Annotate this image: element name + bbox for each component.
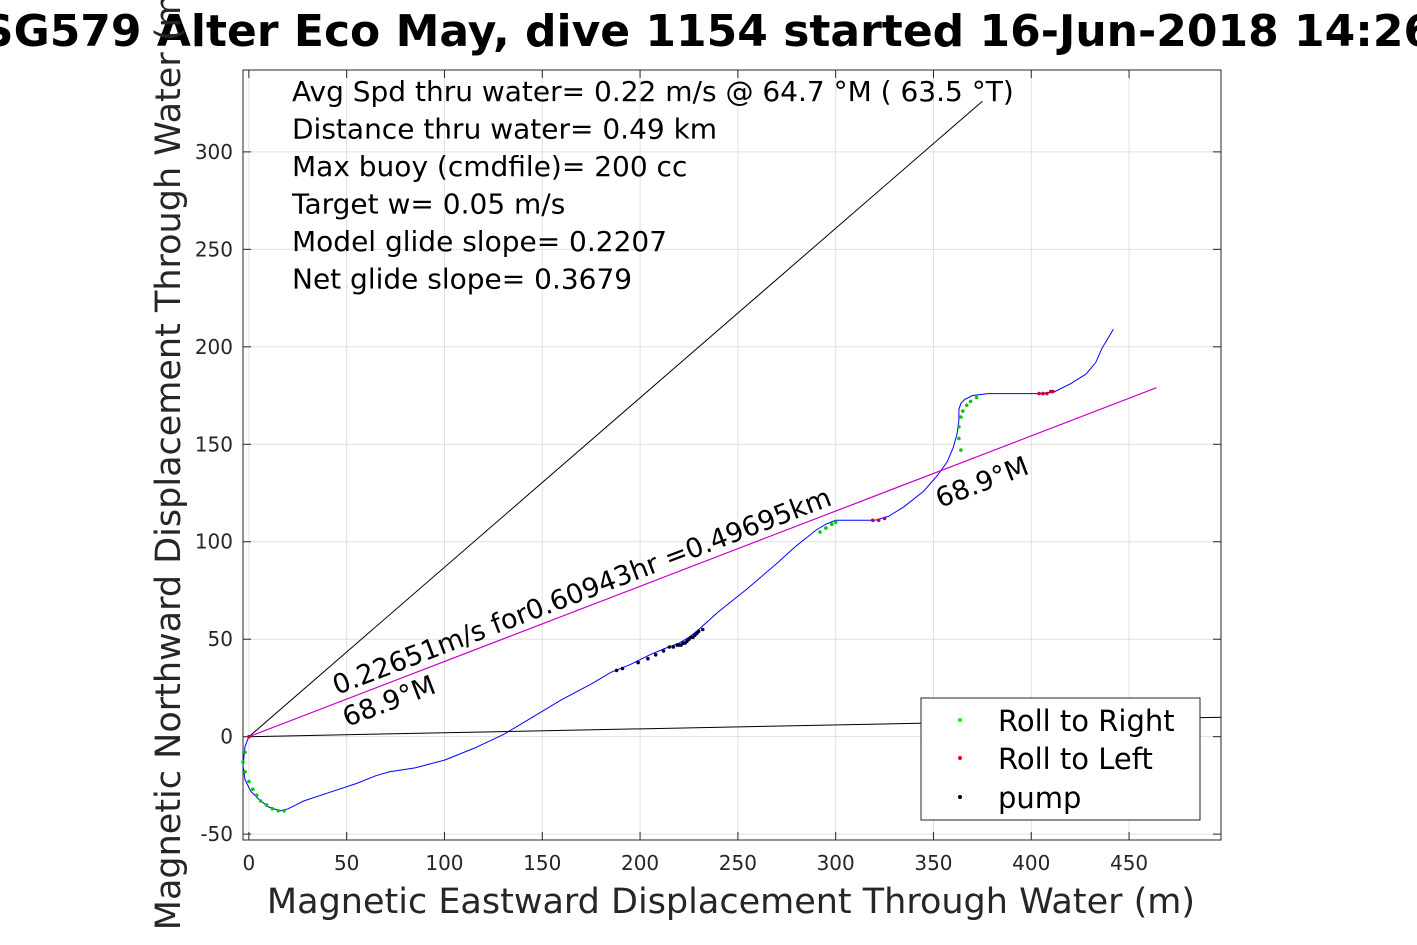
y-tick-label: 200 [195, 335, 233, 359]
marker-roll-left [247, 734, 251, 739]
marker-roll-right [957, 436, 961, 441]
marker-roll-right [959, 415, 963, 419]
marker-roll-right [243, 770, 247, 774]
marker-roll-left [1051, 389, 1055, 394]
marker-pump [636, 660, 640, 665]
marker-pump [667, 645, 672, 649]
series-line-1 [248, 100, 983, 738]
marker-roll-right [241, 760, 245, 764]
marker-pump [696, 629, 701, 634]
marker-roll-right [961, 409, 965, 413]
legend-label-roll-right: Roll to Right [998, 704, 1175, 738]
marker-roll-left [1045, 391, 1049, 396]
marker-roll-right [282, 809, 286, 813]
x-tick-label: 200 [621, 851, 659, 875]
y-tick-label: 0 [220, 725, 233, 749]
marker-roll-right [247, 779, 251, 784]
info-text-block: Avg Spd thru water= 0.22 m/s @ 64.7 °M (… [291, 75, 1014, 296]
legend-marker-roll-right [958, 718, 962, 722]
info-line: Target w= 0.05 m/s [291, 188, 565, 221]
marker-roll-right [251, 787, 255, 792]
marker-roll-right [968, 399, 973, 404]
x-tick-label: 250 [719, 851, 757, 875]
marker-pump [620, 666, 625, 671]
y-tick-label: 150 [195, 432, 233, 456]
x-tick-label: 100 [425, 851, 463, 875]
x-tick-label: 150 [523, 851, 561, 875]
x-tick-label: 50 [334, 851, 359, 875]
marker-roll-right [964, 403, 969, 408]
x-tick-labels: 0 50 100 150 200 250 300 350 400 450 [243, 851, 1149, 875]
marker-pump [646, 656, 650, 661]
legend: Roll to Right Roll to Left pump [920, 697, 1201, 821]
marker-roll-right [270, 807, 275, 811]
marker-pump [671, 645, 676, 649]
marker-pump [614, 668, 619, 673]
y-tick-label: -50 [200, 822, 233, 846]
heading-annotation-right: 68.9°M [931, 451, 1033, 515]
marker-roll-left [1041, 391, 1045, 396]
marker-roll-right [824, 526, 828, 530]
info-line: Model glide slope= 0.2207 [292, 225, 667, 258]
marker-pump [653, 653, 658, 657]
chart-title: SG579 Alter Eco May, dive 1154 started 1… [0, 6, 1417, 57]
y-axis-label: Magnetic Northward Displacement Through … [149, 0, 189, 930]
y-tick-labels: -50 0 50 100 150 200 250 300 [195, 140, 233, 846]
marker-pump [700, 627, 705, 632]
marker-roll-right [957, 424, 961, 429]
legend-label-roll-left: Roll to Left [998, 742, 1153, 776]
y-tick-label: 300 [195, 140, 233, 164]
series-markers [241, 389, 1055, 813]
marker-roll-left [871, 518, 875, 523]
series-line-0 [242, 329, 1114, 812]
legend-marker-roll-left [958, 756, 962, 760]
marker-roll-left [882, 516, 887, 521]
marker-roll-right [818, 530, 822, 534]
legend-label-pump: pump [998, 781, 1081, 815]
marker-roll-left [1037, 391, 1041, 396]
marker-roll-right [833, 520, 838, 525]
marker-roll-right [974, 395, 979, 400]
marker-pump [661, 649, 666, 653]
info-line: Net glide slope= 0.3679 [292, 263, 632, 296]
info-line: Max buoy (cmdfile)= 200 cc [292, 150, 687, 183]
plot-area [242, 69, 1222, 841]
y-tick-label: 250 [195, 237, 233, 261]
y-tick-label: 100 [195, 530, 233, 554]
ticks [243, 70, 1221, 840]
x-tick-label: 450 [1110, 851, 1148, 875]
grid [243, 70, 1221, 840]
marker-roll-right [258, 799, 263, 803]
y-tick-label: 50 [208, 627, 233, 651]
marker-roll-right [264, 803, 269, 807]
marker-roll-left [876, 518, 881, 523]
speed-annotation: 0.22651m/s for0.60943hr =0.49695km [328, 482, 835, 701]
info-line: Avg Spd thru water= 0.22 m/s @ 64.7 °M (… [292, 75, 1014, 108]
x-tick-label: 0 [243, 851, 256, 875]
marker-roll-right [830, 522, 834, 526]
x-tick-label: 350 [914, 851, 952, 875]
x-tick-label: 300 [817, 851, 855, 875]
x-axis-label: Magnetic Eastward Displacement Through W… [267, 882, 1195, 922]
series-line-3 [248, 387, 1157, 738]
marker-roll-right [276, 809, 281, 813]
marker-roll-right [254, 793, 259, 797]
marker-roll-right [243, 750, 247, 755]
legend-marker-pump [958, 795, 962, 799]
info-line: Distance thru water= 0.49 km [292, 113, 717, 146]
marker-roll-right [959, 448, 963, 452]
legend-box [920, 697, 1201, 821]
x-tick-label: 400 [1012, 851, 1050, 875]
